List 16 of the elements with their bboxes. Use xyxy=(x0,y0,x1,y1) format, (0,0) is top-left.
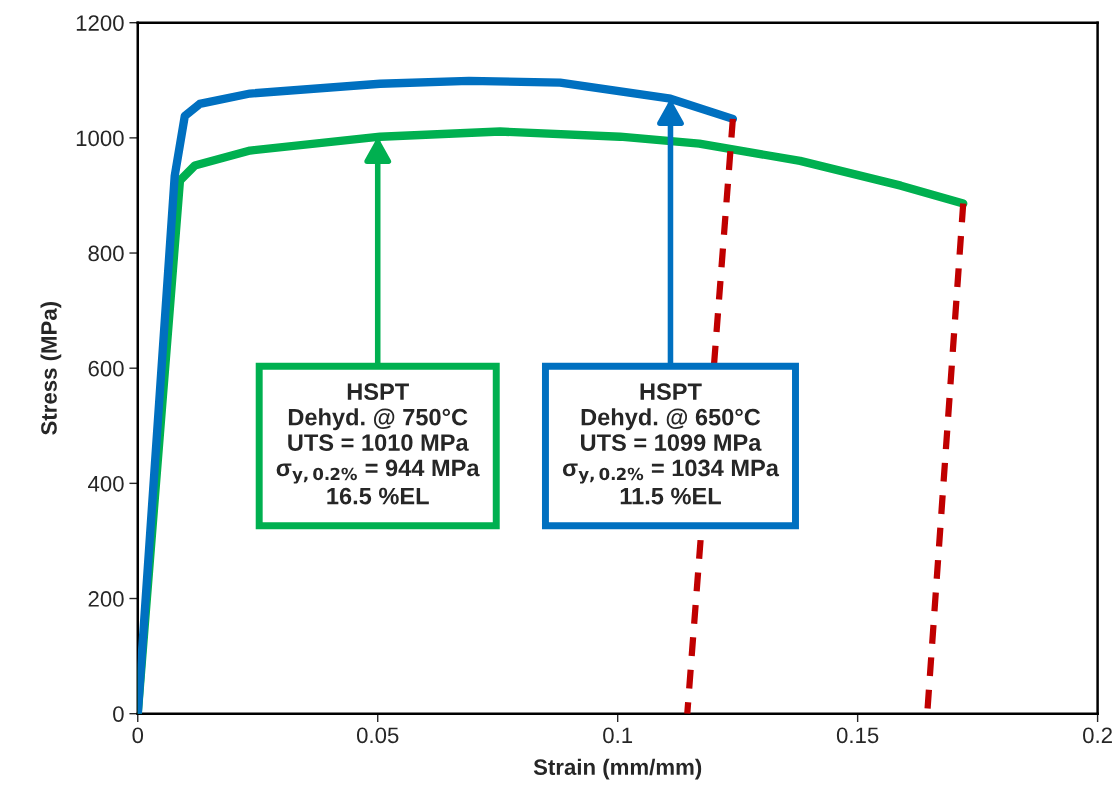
x-axis-title: Strain (mm/mm) xyxy=(533,758,702,780)
x-tick-label: 0.1 xyxy=(603,727,633,744)
annotation: HSPT Dehyd. @ 750°C UTS = 1010 MPa σ$_{y,0.2%}$ = 944 MPa 16.5 %EL xyxy=(276,383,480,505)
y-axis-title: Stress (MPa) xyxy=(40,301,62,435)
x-tick-label: 0.15 xyxy=(836,727,879,744)
annotation: HSPT Dehyd. @ 650°C UTS = 1099 MPa σ$_{y,0.2%}$ = 1034 MPa 11.5 %EL xyxy=(562,383,780,505)
y-tick-label: 800 xyxy=(88,245,124,262)
x-tick-label: 0.05 xyxy=(356,727,399,744)
y-tick-label: 1200 xyxy=(76,15,124,31)
y-tick-label: 600 xyxy=(88,360,124,377)
y-tick-label: 0 xyxy=(113,706,124,722)
y-tick-label: 200 xyxy=(88,591,124,607)
x-tick-label: 0 xyxy=(132,727,144,744)
x-tick-label: 0.2 xyxy=(1083,727,1112,744)
y-tick-label: 1000 xyxy=(76,130,124,147)
y-tick-label: 400 xyxy=(88,475,124,492)
